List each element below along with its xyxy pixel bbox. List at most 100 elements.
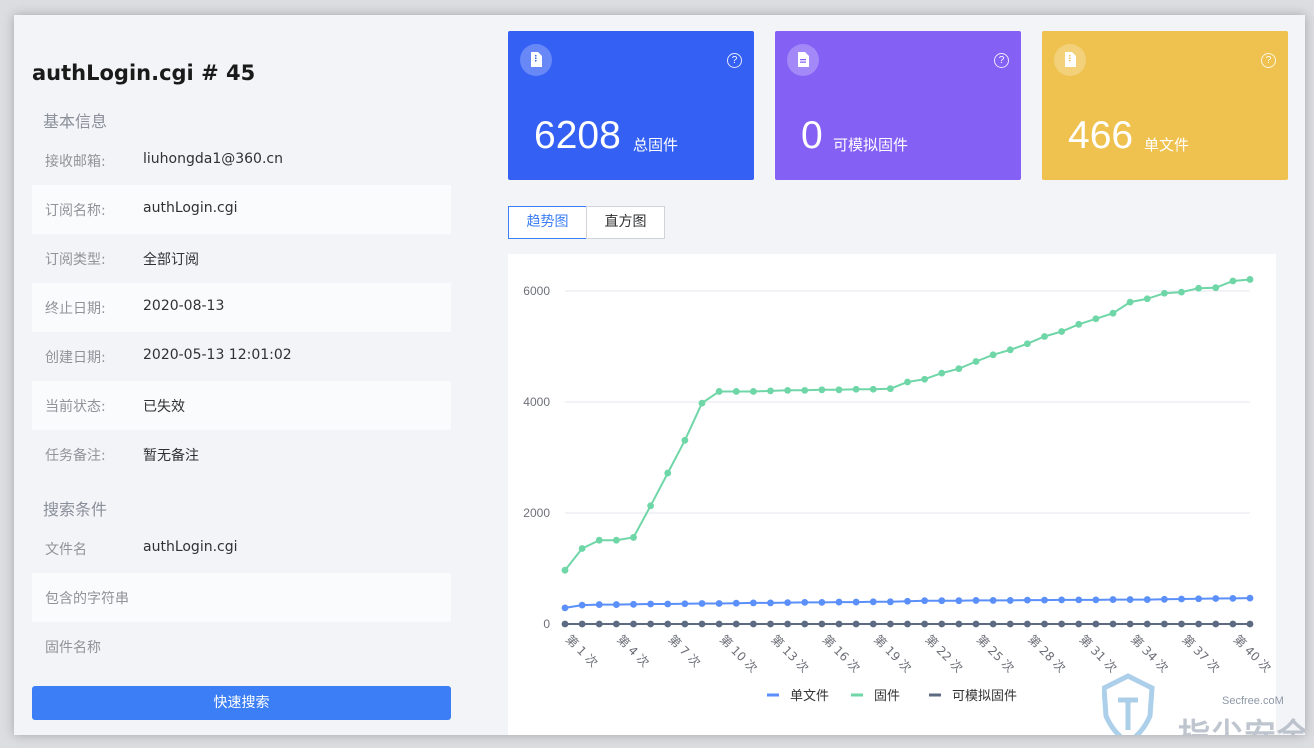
data-point	[921, 375, 929, 383]
data-point	[835, 620, 843, 628]
info-row-subscription-name: 订阅名称: authLogin.cgi	[32, 185, 451, 234]
data-point	[1041, 333, 1048, 340]
x-tick-label: 第 1 次	[563, 632, 601, 670]
data-point	[1160, 595, 1168, 603]
data-point	[664, 469, 672, 477]
data-point	[578, 620, 586, 628]
data-point	[732, 599, 740, 607]
card-value: 466	[1068, 114, 1134, 157]
data-point	[681, 600, 689, 608]
x-tick-label: 第 22 次	[923, 632, 966, 675]
legend-label: 固件	[874, 689, 900, 704]
card-label: 单文件	[1144, 136, 1190, 154]
data-point	[698, 399, 706, 407]
y-tick-label: 4000	[523, 395, 550, 409]
data-point	[904, 378, 911, 386]
task-detail-panel: authLogin.cgi # 45 基本信息 接收邮箱: liuhongda1…	[32, 15, 452, 735]
data-point	[732, 388, 740, 395]
y-tick-label: 2000	[523, 506, 550, 520]
data-point	[1212, 284, 1220, 292]
data-point	[921, 620, 929, 628]
info-row-end-date: 终止日期: 2020-08-13	[32, 283, 451, 332]
quick-search-button[interactable]: 快速搜索	[32, 686, 451, 720]
data-point	[1178, 620, 1185, 628]
x-tick-label: 第 19 次	[871, 632, 914, 675]
data-point	[1041, 596, 1048, 604]
data-point	[578, 545, 586, 552]
tab-histogram[interactable]: 直方图	[586, 206, 665, 239]
data-point	[1126, 620, 1134, 628]
trend-chart-svg: 0 2000 4000 6000 第 1 次第 4 次第 7 次第 10 次第 13 次…	[523, 276, 1274, 704]
data-point	[852, 598, 860, 606]
data-point	[1195, 620, 1203, 628]
data-point	[612, 620, 620, 628]
data-point	[1058, 328, 1066, 335]
page-title: authLogin.cgi # 45	[32, 61, 256, 85]
data-point	[647, 600, 655, 608]
card-label: 总固件	[633, 136, 679, 154]
x-tick-label: 第 16 次	[820, 632, 863, 675]
data-point	[1143, 620, 1151, 628]
trend-chart: 0 2000 4000 6000 第 1 次第 4 次第 7 次第 10 次第 13 次…	[508, 254, 1276, 735]
info-label: 订阅名称:	[45, 203, 106, 219]
data-point	[698, 600, 706, 607]
series-line	[564, 278, 1251, 571]
help-icon[interactable]: ?	[1261, 53, 1276, 68]
data-point	[784, 620, 792, 628]
x-tick-label: 第 4 次	[614, 632, 652, 670]
x-tick-label: 第 31 次	[1077, 632, 1120, 675]
data-point	[698, 620, 706, 628]
info-value: 2020-05-13 12:01:02	[143, 347, 292, 363]
card-label: 可模拟固件	[833, 136, 909, 154]
data-point	[818, 386, 826, 394]
data-point	[1109, 620, 1117, 628]
data-point	[938, 597, 946, 605]
x-tick-label: 第 34 次	[1128, 632, 1171, 675]
data-point	[630, 620, 637, 628]
data-point	[1092, 620, 1100, 628]
data-point	[1075, 620, 1083, 628]
y-tick-label: 0	[543, 617, 550, 631]
tab-trend[interactable]: 趋势图	[508, 206, 587, 239]
data-point	[630, 600, 637, 608]
data-point	[595, 536, 603, 544]
search-conditions-heading: 搜索条件	[43, 500, 108, 519]
data-point	[1058, 596, 1066, 604]
info-label: 当前状态:	[45, 399, 106, 415]
help-icon[interactable]: ?	[994, 53, 1009, 68]
data-point	[955, 597, 963, 605]
data-point	[715, 620, 723, 628]
data-point	[1075, 596, 1083, 604]
data-point	[869, 620, 877, 628]
data-point	[1041, 620, 1048, 628]
data-point	[647, 620, 655, 628]
help-icon[interactable]: ?	[727, 53, 742, 68]
info-row-note: 任务备注: 暂无备注	[32, 430, 451, 479]
info-row-email: 接收邮箱: liuhongda1@360.cn	[32, 136, 451, 185]
data-point	[1075, 320, 1083, 328]
data-point	[749, 599, 757, 607]
x-tick-label: 第 25 次	[974, 632, 1017, 675]
data-point	[595, 601, 603, 608]
emulatable-firmware-card: ? 0 可模拟固件	[775, 31, 1021, 180]
card-value: 0	[801, 114, 823, 157]
data-point	[1246, 594, 1254, 602]
search-label: 包含的字符串	[45, 591, 129, 607]
data-point	[595, 620, 603, 628]
info-label: 创建日期:	[45, 350, 106, 366]
watermark-url: Secfree.coM	[1222, 695, 1284, 707]
info-value: 已失效	[143, 399, 185, 415]
info-label: 接收邮箱:	[45, 154, 106, 170]
total-firmware-card: ? 6208 总固件	[508, 31, 754, 180]
data-point	[1023, 340, 1031, 348]
data-point	[1229, 594, 1237, 602]
data-point	[1246, 620, 1254, 628]
x-tick-label: 第 40 次	[1231, 632, 1274, 675]
data-point	[818, 598, 826, 606]
data-point	[886, 620, 894, 628]
watermark-text: 指尖安全	[1178, 716, 1305, 735]
data-point	[1092, 596, 1100, 604]
legend-label: 可模拟固件	[952, 689, 1017, 704]
data-point	[749, 388, 757, 395]
search-value: authLogin.cgi	[143, 539, 238, 555]
